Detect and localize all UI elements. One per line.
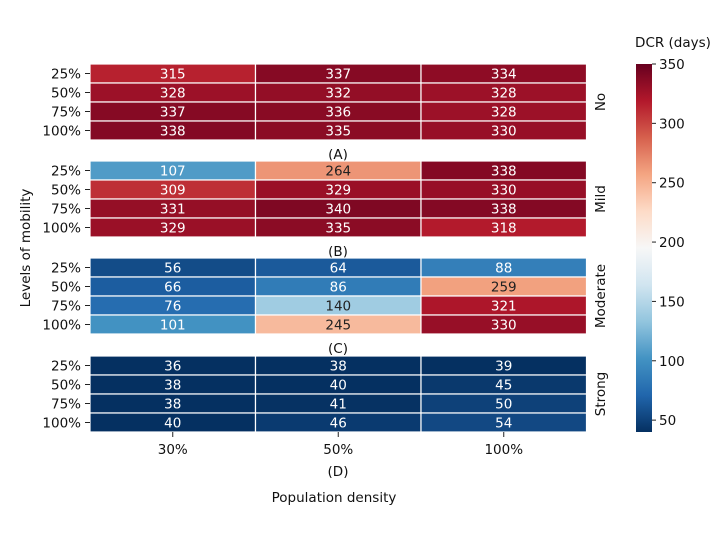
cell-value-label: 264 <box>325 164 351 180</box>
cell-value-label: 331 <box>160 202 186 218</box>
panel-row-label: Moderate <box>593 264 609 328</box>
y-tick-label: 100% <box>42 416 81 432</box>
cell-value-label: 329 <box>325 183 351 199</box>
heatmap-panel: 36 38 39 25% 38 40 45 50% 38 41 50 75% 40 46 54 100% (D)… <box>42 355 609 480</box>
cell-value-label: 328 <box>491 105 517 121</box>
heatmap-cell <box>420 120 588 141</box>
y-tick-label: 100% <box>42 124 81 140</box>
panel-row-label: Mild <box>593 185 609 213</box>
cell-value-label: 38 <box>330 359 347 375</box>
cell-value-label: 335 <box>325 221 351 237</box>
cell-value-label: 334 <box>491 67 517 83</box>
cell-value-label: 101 <box>160 318 186 334</box>
colorbar-tick-label: 200 <box>659 235 685 251</box>
cell-value-label: 338 <box>491 202 517 218</box>
colorbar-tick-label: 300 <box>659 116 685 132</box>
colorbar-gradient <box>636 64 652 432</box>
cell-value-label: 318 <box>491 221 517 237</box>
x-axis: 30% 50% 100% <box>158 432 523 458</box>
cell-value-label: 330 <box>491 183 517 199</box>
cell-value-label: 335 <box>325 124 351 140</box>
heatmap-cell <box>420 217 588 238</box>
cell-value-label: 338 <box>491 164 517 180</box>
cell-value-label: 336 <box>325 105 351 121</box>
cell-value-label: 328 <box>491 86 517 102</box>
y-tick-label: 50% <box>51 183 81 199</box>
cell-value-label: 328 <box>160 86 186 102</box>
cell-value-label: 39 <box>495 359 512 375</box>
panel-caption: (B) <box>328 244 348 260</box>
colorbar-tick-label: 350 <box>659 57 685 73</box>
cell-value-label: 54 <box>495 416 512 432</box>
cell-value-label: 64 <box>330 261 347 277</box>
cell-value-label: 46 <box>330 416 347 432</box>
y-tick-label: 25% <box>51 164 81 180</box>
panel-caption: (D) <box>328 464 349 480</box>
cell-value-label: 330 <box>491 318 517 334</box>
x-tick-label: 50% <box>323 442 353 458</box>
heatmap-cell <box>420 314 588 335</box>
y-tick-label: 75% <box>51 397 81 413</box>
cell-value-label: 332 <box>325 86 351 102</box>
y-tick-label: 25% <box>51 261 81 277</box>
y-tick-label: 100% <box>42 318 81 334</box>
cell-value-label: 40 <box>164 416 181 432</box>
colorbar-tick-label: 250 <box>659 176 685 192</box>
colorbar-tick-label: 50 <box>659 413 676 429</box>
y-tick-label: 75% <box>51 202 81 218</box>
cell-value-label: 88 <box>495 261 512 277</box>
cell-value-label: 76 <box>164 299 181 315</box>
y-tick-label: 50% <box>51 280 81 296</box>
colorbar-tick-label: 150 <box>659 294 685 310</box>
cell-value-label: 66 <box>164 280 181 296</box>
x-tick-label: 100% <box>484 442 523 458</box>
panel-row-label: Strong <box>593 372 609 417</box>
y-tick-label: 25% <box>51 67 81 83</box>
cell-value-label: 259 <box>491 280 517 296</box>
cell-value-label: 56 <box>164 261 181 277</box>
cell-value-label: 337 <box>160 105 186 121</box>
cell-value-label: 321 <box>491 299 517 315</box>
cell-value-label: 40 <box>330 378 347 394</box>
cell-value-label: 38 <box>164 397 181 413</box>
cell-value-label: 86 <box>330 280 347 296</box>
cell-value-label: 36 <box>164 359 181 375</box>
heatmap-panel: 56 64 88 25% 66 86 259 50% 76 140 321 75% 101 245 330 1… <box>42 257 609 357</box>
cell-value-label: 340 <box>325 202 351 218</box>
y-tick-label: 50% <box>51 378 81 394</box>
heatmap-panels: 315 337 334 25% 328 332 328 50% 337 336 328 75% 338 3… <box>42 63 609 480</box>
y-tick-label: 50% <box>51 86 81 102</box>
x-axis-label: Population density <box>272 490 397 506</box>
panel-row-label: No <box>593 93 609 111</box>
cell-value-label: 38 <box>164 378 181 394</box>
y-tick-label: 75% <box>51 105 81 121</box>
y-axis-label: Levels of mobility <box>18 189 34 308</box>
cell-value-label: 338 <box>160 124 186 140</box>
cell-value-label: 309 <box>160 183 186 199</box>
cell-value-label: 140 <box>325 299 351 315</box>
y-tick-label: 25% <box>51 359 81 375</box>
panel-caption: (C) <box>328 341 348 357</box>
cell-value-label: 337 <box>325 67 351 83</box>
heatmap-panel: 107 264 338 25% 309 329 330 50% 331 340 338 75% 329 3… <box>42 160 609 260</box>
cell-value-label: 45 <box>495 378 512 394</box>
cell-value-label: 329 <box>160 221 186 237</box>
y-tick-label: 75% <box>51 299 81 315</box>
cell-value-label: 315 <box>160 67 186 83</box>
colorbar-label: DCR (days) <box>635 35 711 51</box>
cell-value-label: 50 <box>495 397 512 413</box>
cell-value-label: 41 <box>330 397 347 413</box>
cell-value-label: 330 <box>491 124 517 140</box>
heatmap-panel: 315 337 334 25% 328 332 328 50% 337 336 328 75% 338 3… <box>42 63 609 163</box>
cell-value-label: 107 <box>160 164 186 180</box>
x-tick-label: 30% <box>158 442 188 458</box>
cell-value-label: 245 <box>325 318 351 334</box>
colorbar: DCR (days) 50 100 150 200 250 300 350 <box>635 35 711 432</box>
panel-caption: (A) <box>328 147 348 163</box>
y-tick-label: 100% <box>42 221 81 237</box>
colorbar-tick-label: 100 <box>659 354 685 370</box>
